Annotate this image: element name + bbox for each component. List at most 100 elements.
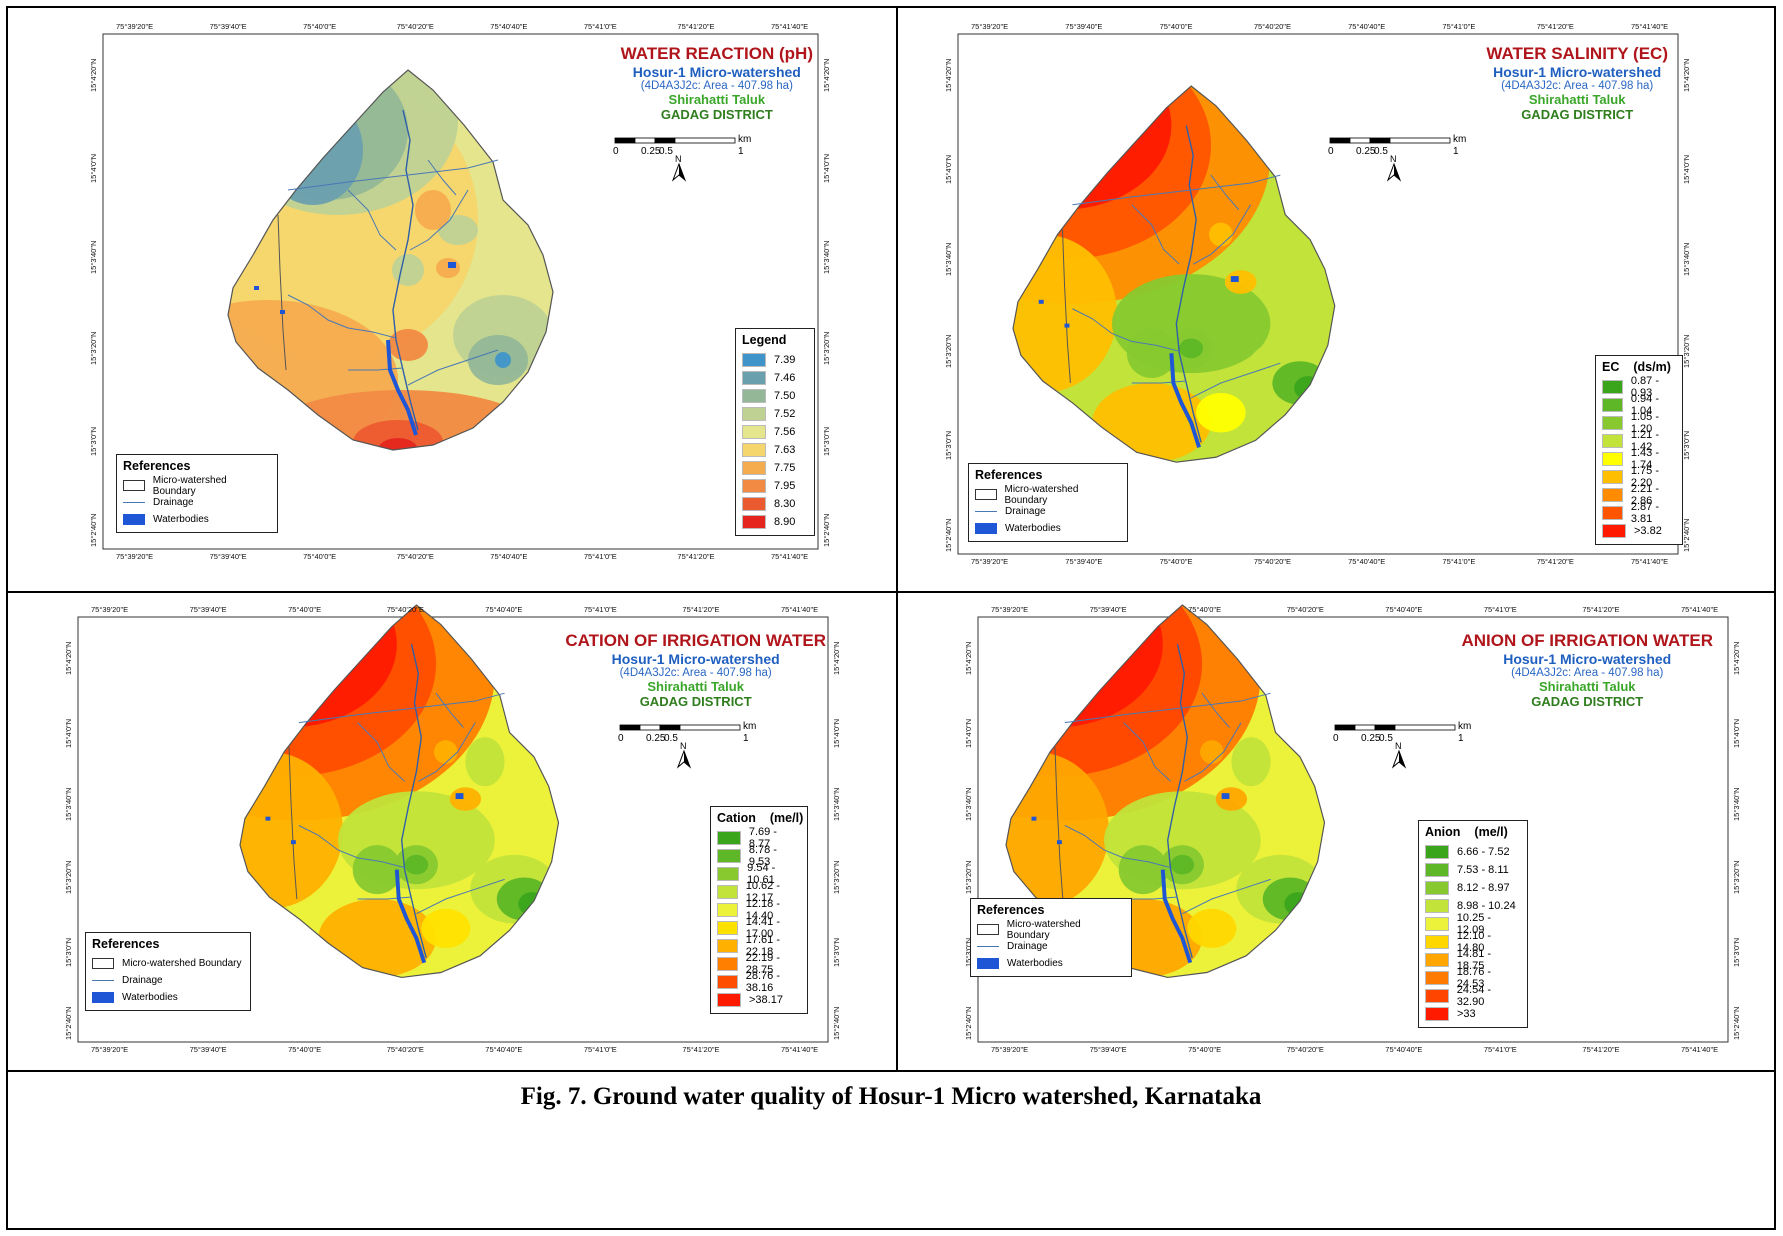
latitude-tick-label: 15°4'0"N — [89, 153, 98, 183]
map-title: WATER SALINITY (EC) — [1486, 44, 1668, 63]
latitude-tick-label: 15°3'40"N — [832, 787, 841, 821]
longitude-tick-label: 75°39'40"E — [189, 1045, 227, 1054]
legend-swatch — [1602, 434, 1623, 448]
legend-label: 10.25 - 12.09 — [1456, 912, 1492, 936]
reference-item: Micro-watershed Boundary — [975, 484, 1121, 506]
references-title: References — [977, 903, 1045, 917]
drainage-line — [1210, 174, 1240, 211]
boundary-symbol — [92, 958, 114, 969]
legend-label: 1.05 - 1.20 — [1630, 411, 1660, 435]
watershed-name: Hosur-1 Micro-watershed — [1503, 651, 1672, 667]
reference-item: Micro-watershed Boundary — [92, 955, 244, 972]
longitude-tick-label: 75°39'20"E — [91, 605, 129, 614]
latitude-tick-label: 15°3'0"N — [832, 937, 841, 967]
watershed-name: Hosur-1 Micro-watershed — [611, 651, 780, 667]
map-title: ANION OF IRRIGATION WATER — [1461, 631, 1713, 650]
legend-label: 7.39 — [774, 354, 796, 366]
waterbody-symbol — [977, 958, 999, 969]
scale-label: 0.5 — [664, 733, 678, 744]
longitude-tick-label: 75°41'0"E — [583, 552, 617, 561]
legend-label: 12.18 - 14.40 — [745, 898, 780, 922]
legend-anion: Anion (me/l) 6.66 - 7.52 7.53 - 8.11 8.12 - … — [1418, 820, 1528, 1028]
longitude-tick-label: 75°39'40"E — [1089, 1045, 1127, 1054]
legend-swatch — [1602, 524, 1626, 538]
road-line — [1054, 747, 1064, 900]
legend-swatch — [1425, 845, 1449, 859]
legend-swatch — [1602, 488, 1623, 502]
reference-item: Waterbodies — [977, 955, 1125, 972]
legend-swatch — [742, 515, 766, 529]
latitude-tick-label: 15°3'40"N — [1682, 242, 1691, 276]
legend-item: 1.21 - 1.42 — [1602, 429, 1676, 453]
waterbody — [1031, 816, 1037, 821]
longitude-tick-label: 75°39'40"E — [1089, 605, 1127, 614]
longitude-tick-label: 75°40'20"E — [386, 605, 424, 614]
legend-label: 9.54 - 10.61 — [747, 862, 776, 886]
legend-item: 1.05 - 1.20 — [1602, 411, 1676, 435]
map-title: WATER REACTION (pH) — [620, 44, 813, 63]
references-box: References Micro-watershed Boundary Draina… — [968, 463, 1128, 542]
taluk-name: Shirahatti Taluk — [668, 92, 766, 107]
longitude-tick-label: 75°40'40"E — [485, 1045, 523, 1054]
legend-swatch — [717, 831, 741, 845]
map-title-block: WATER SALINITY (EC) Hosur-1 Micro-watersh… — [1486, 44, 1668, 122]
longitude-tick-label: 75°40'40"E — [490, 22, 528, 31]
legend-item: 22.19 - 28.75 — [717, 952, 801, 976]
map-title-block: WATER REACTION (pH) Hosur-1 Micro-watersh… — [621, 44, 813, 122]
legend-item: 17.61 - 22.18 — [717, 934, 801, 958]
drainage-line — [287, 294, 397, 339]
legend-item: 10.62 - 12.17 — [717, 880, 801, 904]
latitude-tick-label: 15°4'20"N — [944, 58, 953, 92]
legend-item: 7.69 - 8.77 — [717, 826, 801, 850]
legend-swatch — [717, 939, 738, 953]
drainage-line — [1072, 308, 1180, 352]
longitude-tick-label: 75°41'20"E — [682, 605, 720, 614]
latitude-tick-label: 15°3'0"N — [944, 430, 953, 460]
main-stream — [1160, 869, 1193, 964]
longitude-tick-label: 75°41'40"E — [1631, 557, 1669, 566]
legend-label: 7.75 — [774, 462, 796, 474]
legend-item: 10.25 - 12.09 — [1425, 912, 1521, 936]
legend-item: 7.52 — [742, 405, 808, 423]
legend-label: 18.76 - 24.53 — [1456, 966, 1492, 990]
latitude-tick-label: 15°2'40"N — [832, 1006, 841, 1040]
drainage-line — [1167, 644, 1193, 958]
latitude-tick-label: 15°3'20"N — [1732, 860, 1741, 894]
legend-item: 2.21 - 2.86 — [1602, 483, 1676, 507]
waterbody — [455, 793, 464, 800]
legend-item: 8.12 - 8.97 — [1425, 879, 1521, 897]
legend-item: 14.81 - 18.75 — [1425, 948, 1521, 972]
legend-item: >33 — [1425, 1005, 1521, 1023]
watershed-code: (4D4A3J2c: Area - 407.98 ha) — [1501, 80, 1654, 92]
legend-item: 24.54 - 32.90 — [1425, 984, 1521, 1008]
drainage-line — [1064, 692, 1271, 724]
longitude-tick-label: 75°41'0"E — [583, 1045, 617, 1054]
legend-label: 10.62 - 12.17 — [745, 880, 780, 904]
longitude-tick-label: 75°40'0"E — [1159, 22, 1193, 31]
legend-swatch — [1602, 470, 1623, 484]
latitude-tick-label: 15°3'40"N — [89, 240, 98, 274]
reference-item: Waterbodies — [92, 989, 244, 1006]
reference-label: Waterbodies — [122, 992, 178, 1003]
legend-label: 1.75 - 2.20 — [1630, 465, 1660, 489]
legend-label: 22.19 - 28.75 — [745, 952, 780, 976]
caption-divider — [6, 1070, 1776, 1072]
legend-swatch — [717, 867, 740, 881]
latitude-tick-label: 15°3'20"N — [832, 860, 841, 894]
choropleth-surface — [228, 70, 553, 450]
scale-unit: km — [738, 134, 752, 145]
drainage-line — [1072, 174, 1281, 206]
legend-item: 7.75 — [742, 459, 808, 477]
longitude-tick-label: 75°39'40"E — [209, 22, 247, 31]
legend-swatch — [717, 957, 738, 971]
scale-label: 1 — [1453, 146, 1459, 157]
legend-label: 8.12 - 8.97 — [1457, 882, 1510, 894]
legend-swatch — [717, 921, 738, 935]
legend-label: 0.87 - 0.93 — [1630, 375, 1660, 399]
longitude-tick-label: 75°40'40"E — [1385, 1045, 1423, 1054]
longitude-tick-label: 75°40'0"E — [303, 552, 337, 561]
legend-swatch — [717, 903, 738, 917]
legend-label: 17.61 - 22.18 — [745, 934, 780, 958]
legend-title: Anion (me/l) — [1425, 825, 1521, 839]
legend-label: 28.76 - 38.16 — [745, 970, 780, 994]
